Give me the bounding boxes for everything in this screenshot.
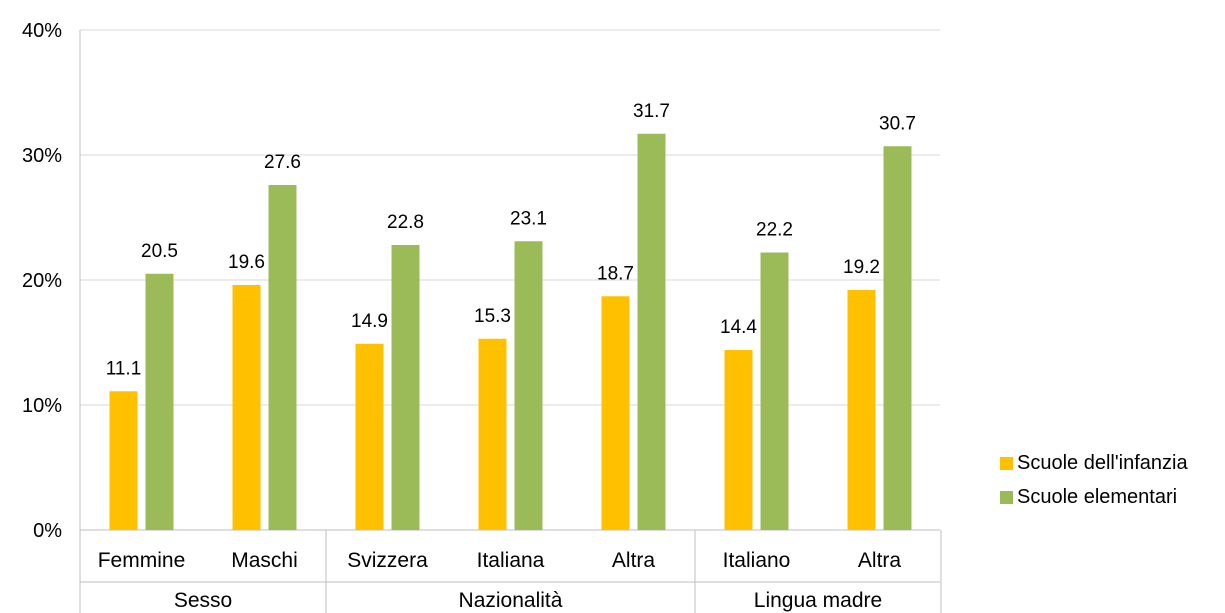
bar-infanzia xyxy=(478,338,507,530)
bar-elementari xyxy=(268,185,297,530)
data-label: 15.3 xyxy=(474,306,511,327)
data-label: 23.1 xyxy=(510,208,547,229)
data-label: 22.2 xyxy=(756,220,793,241)
data-label: 14.4 xyxy=(720,317,757,338)
y-tick-label: 10% xyxy=(22,395,62,417)
x-category-label: Altra xyxy=(612,549,656,572)
bar-elementari xyxy=(760,252,789,530)
bar-elementari xyxy=(637,133,666,530)
bar-infanzia xyxy=(109,391,138,530)
x-category-label: Altra xyxy=(858,549,902,572)
data-label: 11.1 xyxy=(106,358,142,379)
bar-infanzia xyxy=(232,285,261,530)
bar-infanzia xyxy=(847,290,876,530)
legend-item-infanzia: Scuole dell'infanzia xyxy=(1000,446,1188,480)
y-tick-label: 30% xyxy=(22,145,62,167)
data-label: 31.7 xyxy=(633,101,670,122)
x-category-label: Svizzera xyxy=(347,549,428,572)
data-label: 19.2 xyxy=(843,257,880,278)
y-tick-label: 40% xyxy=(22,20,62,42)
x-category-label: Italiano xyxy=(723,549,791,572)
bar-elementari xyxy=(514,241,543,530)
x-category-label: Italiana xyxy=(477,549,545,572)
data-label: 27.6 xyxy=(264,152,301,173)
x-category-label: Maschi xyxy=(231,549,298,572)
bar-infanzia xyxy=(355,343,384,530)
bar-infanzia xyxy=(601,296,630,530)
data-label: 20.5 xyxy=(141,241,178,262)
data-label: 19.6 xyxy=(228,252,265,273)
bar-elementari xyxy=(883,146,912,530)
legend-swatch-elementari xyxy=(1000,490,1013,504)
legend-label-elementari: Scuole elementari xyxy=(1017,485,1178,508)
data-label: 30.7 xyxy=(879,113,916,134)
bar-elementari xyxy=(145,273,174,530)
x-group-label: Nazionalità xyxy=(459,589,563,612)
data-label: 18.7 xyxy=(597,263,634,284)
legend-swatch-infanzia xyxy=(1000,456,1013,470)
x-category-label: Femmine xyxy=(98,549,186,572)
bar-elementari xyxy=(391,245,420,530)
legend-label-infanzia: Scuole dell'infanzia xyxy=(1017,451,1188,474)
x-group-label: Sesso xyxy=(174,589,232,612)
legend: Scuole dell'infanzia Scuole elementari xyxy=(1000,446,1188,514)
data-label: 14.9 xyxy=(351,311,388,332)
data-label: 22.8 xyxy=(387,212,424,233)
legend-item-elementari: Scuole elementari xyxy=(1000,480,1188,514)
y-tick-label: 0% xyxy=(33,520,62,542)
x-group-label: Lingua madre xyxy=(754,589,882,612)
y-tick-label: 20% xyxy=(22,270,62,292)
bar-infanzia xyxy=(724,350,753,530)
